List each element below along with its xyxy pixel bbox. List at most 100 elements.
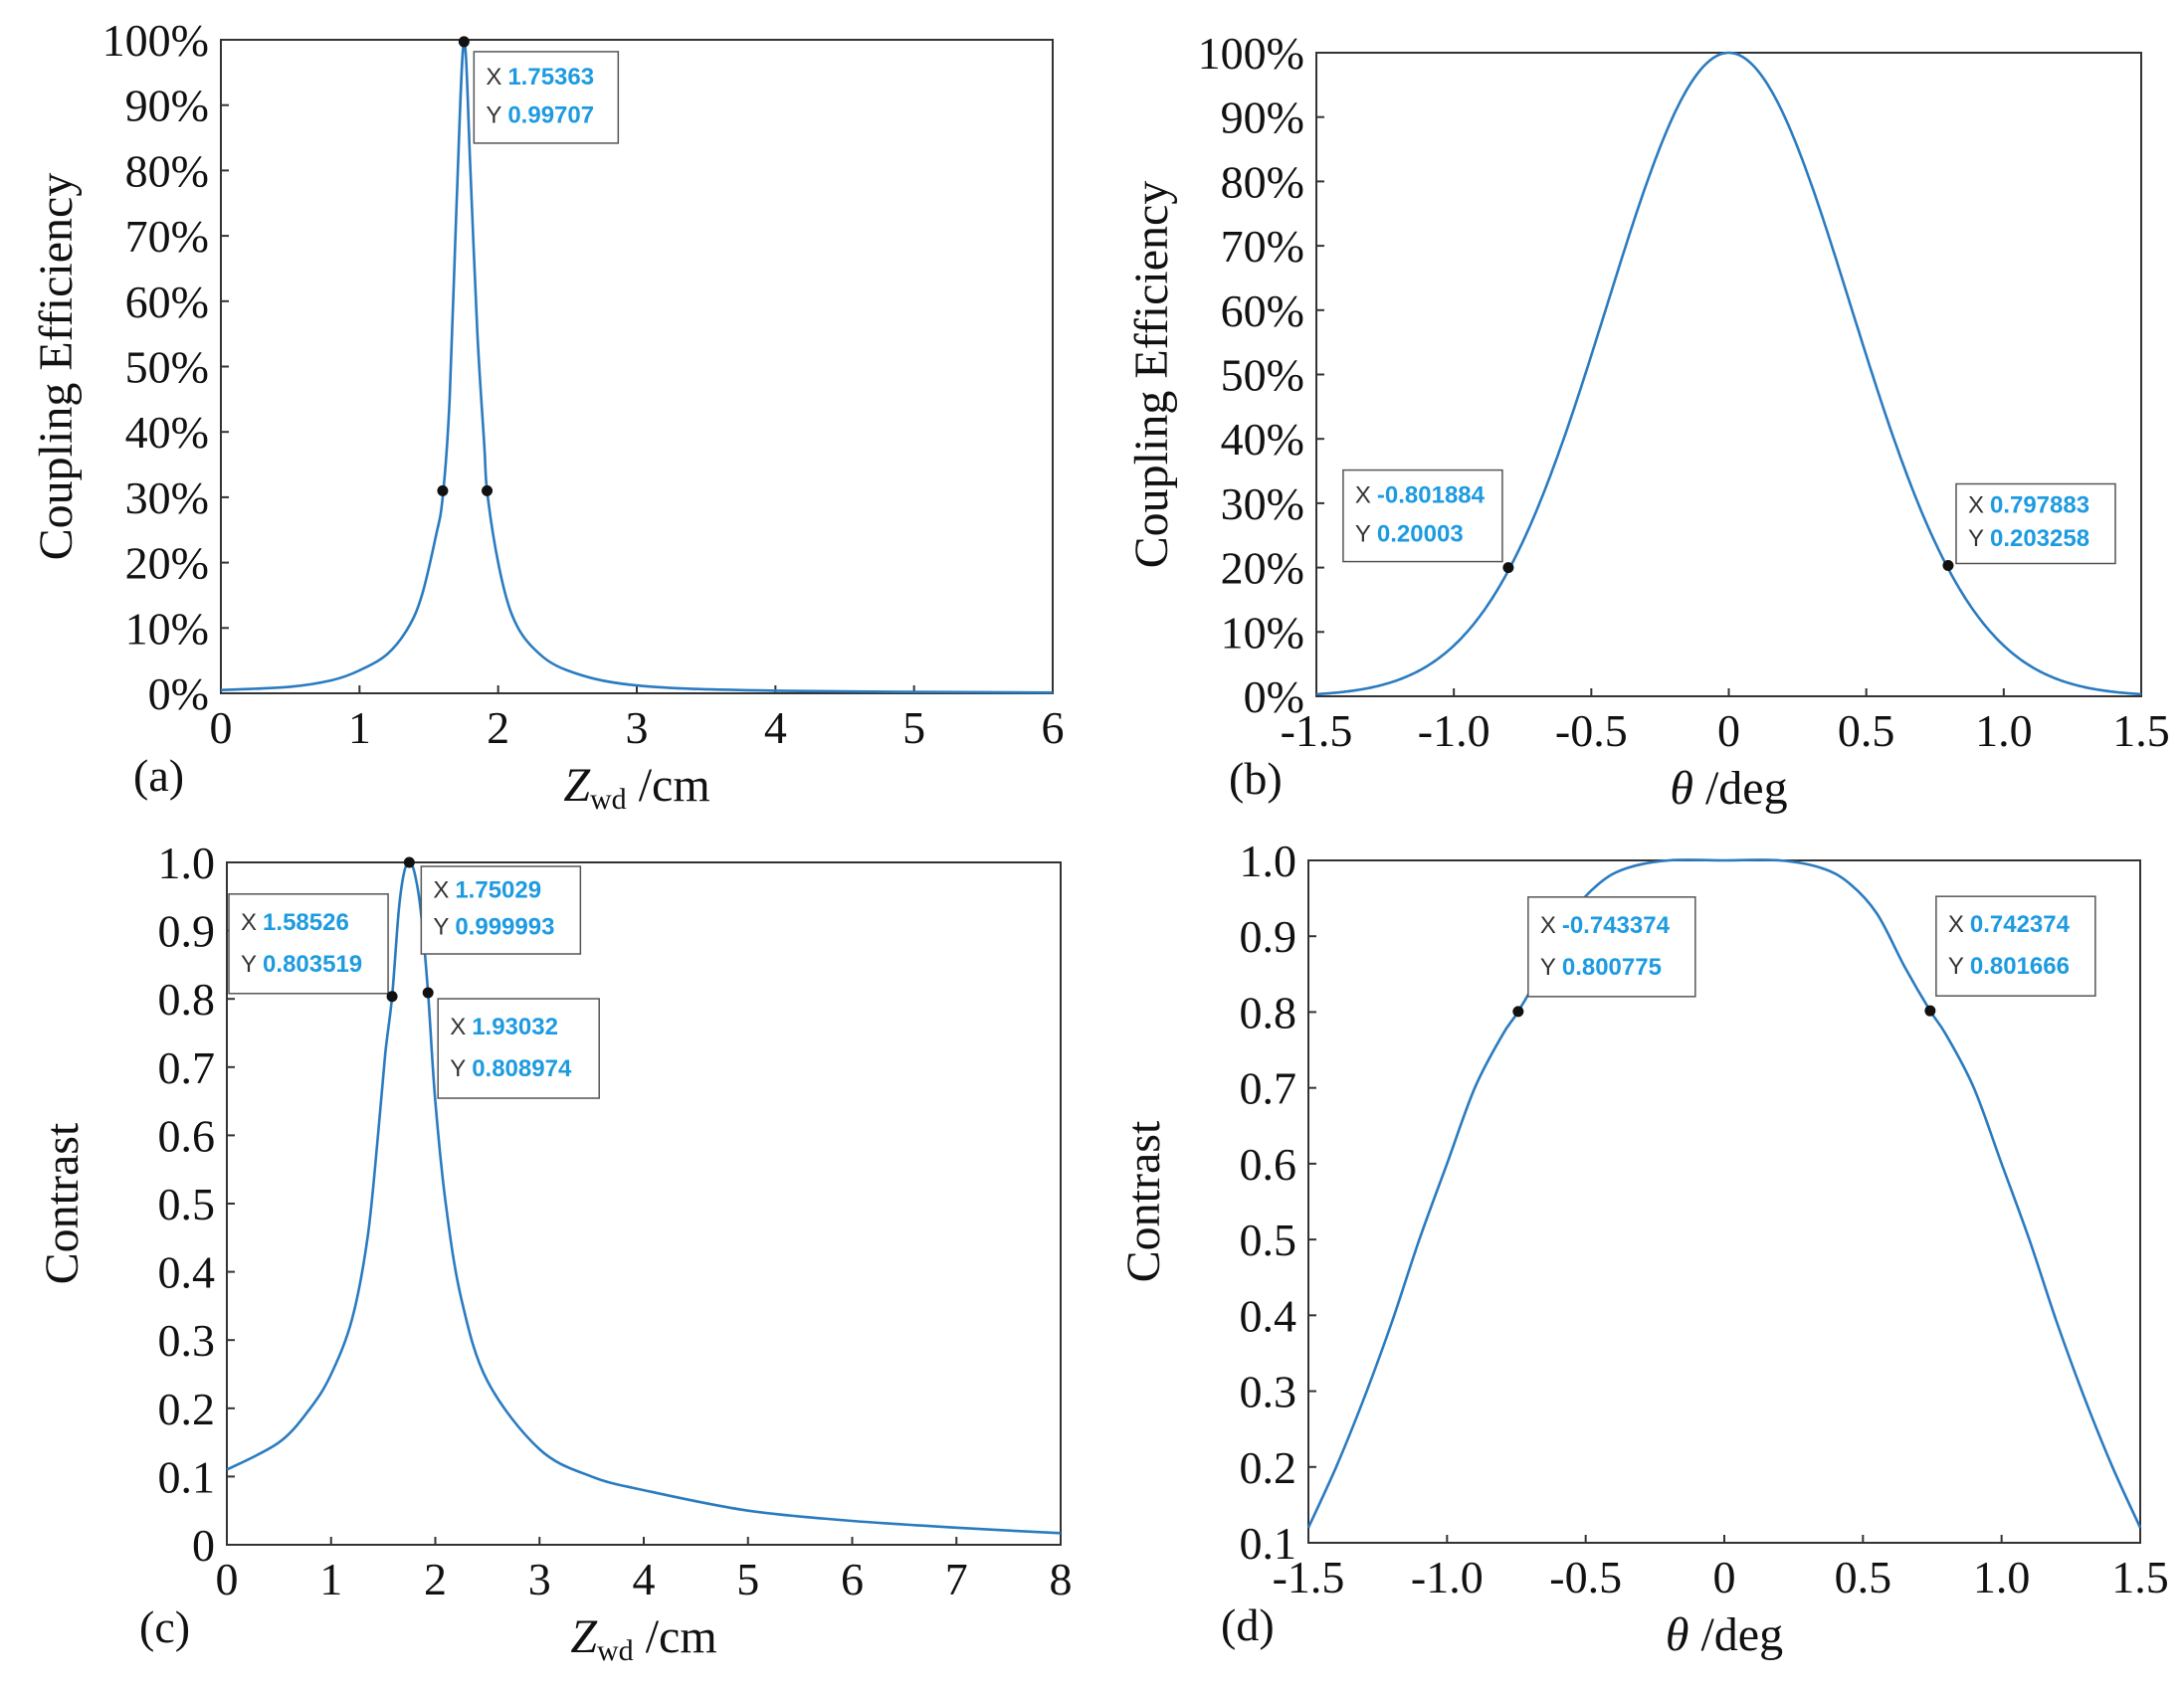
datatip-y-value: 0.801666 [1970,953,2070,980]
y-tick-label: 100% [1198,28,1304,79]
datatip-y-value: 0.203258 [1990,525,2089,552]
y-tick-label: 0.2 [158,1384,216,1434]
y-tick-label: 60% [1221,285,1304,336]
y-axis-label: Contrast [36,1122,89,1284]
data-marker [386,991,398,1003]
datatip-box [1527,896,1696,998]
y-tick-label: 10% [1221,607,1304,658]
y-tick-label: 0.7 [158,1042,216,1093]
data-marker [403,856,415,868]
y-tick-label: 50% [125,342,209,393]
datatip-x-key: X [241,909,257,936]
x-axis-label: θ /deg [1666,1608,1783,1661]
x-tick-label: 6 [841,1554,864,1604]
datatip-x-value: -0.743374 [1562,912,1671,939]
x-tick-label: 8 [1050,1554,1073,1604]
x-axis-label: Zwd /cm [570,1610,716,1667]
x-tick-label: 5 [736,1554,759,1604]
panel-b: -1.5 -1.0 -0.5 0 0.5 1.0 1.5 0% 10% 20% 30% 40% 50% 6… [1125,28,2170,815]
x-tick-label: 0 [1713,1552,1736,1602]
y-tick-label: 90% [125,81,209,131]
data-marker [422,987,434,999]
datatip-box [1955,482,2116,565]
y-tick-label: 20% [125,538,209,589]
y-tick-label: 30% [125,472,209,523]
datatip-y-value: 0.803519 [263,951,362,978]
y-tick-label: 0.1 [1240,1518,1297,1569]
y-tick-label: 80% [125,145,209,196]
datatip-x-key: X [486,64,501,91]
datatip-box [1935,895,2096,997]
x-tick-label: 0 [1717,705,1740,756]
x-tick-label: -1.0 [1411,1552,1484,1602]
x-tick-label: 2 [487,702,509,753]
y-tick-label: 0.3 [158,1315,216,1366]
panel-label: (a) [133,750,184,801]
datatip-x-value: 0.742374 [1970,911,2071,938]
datatip-y-key: Y [1968,525,1984,552]
x-tick-label: -0.5 [1549,1552,1622,1602]
y-tick-label: 10% [125,603,209,654]
x-tick-label: 1 [319,1554,342,1604]
datatip-x-value: 1.93032 [472,1014,558,1040]
y-tick-label: 70% [125,211,209,262]
datatip-y-value: 0.800775 [1562,954,1662,981]
datatip-y-value: 0.20003 [1377,520,1464,547]
y-tick-label: 0.2 [1240,1442,1297,1493]
x-tick-label: 6 [1042,702,1065,753]
x-tick-label: -1.0 [1418,705,1490,756]
series-line [220,40,1054,694]
datatip-x-key: X [1948,911,1964,938]
data-marker [1942,559,1954,571]
series-line [1315,51,2142,696]
datatip-x-key: X [1968,491,1984,518]
datatip-x-value: 1.75363 [507,64,594,91]
panel-label: (d) [1221,1599,1275,1650]
datatip-y-value: 0.99707 [507,102,594,129]
y-tick-label: 20% [1221,543,1304,594]
datatip-y-key: Y [433,914,449,941]
x-axis-label: Zwd /cm [563,759,709,816]
y-tick-label: 90% [1221,93,1304,143]
panel-label: (b) [1229,753,1283,804]
y-tick-label: 0 [192,1520,215,1571]
datatip-y-key: Y [486,102,501,129]
datatip-y-value: 0.808974 [472,1055,572,1082]
datatip-y-key: Y [1355,520,1371,547]
x-tick-label: -1.5 [1273,1552,1345,1602]
x-tick-label: -0.5 [1555,705,1628,756]
y-tick-label: 60% [125,277,209,327]
data-marker [437,484,449,496]
y-tick-label: 100% [102,15,209,66]
y-tick-label: 0% [148,668,209,719]
datatip-x-value: 0.797883 [1990,491,2089,518]
series-line [1306,858,2142,1529]
datatip-x-key: X [1355,482,1371,509]
x-tick-label: 3 [626,702,649,753]
datatip-box [420,865,582,955]
y-tick-label: 0.5 [158,1179,216,1229]
datatip-box [1342,469,1503,563]
x-tick-label: 1.0 [1975,705,2033,756]
y-tick-label: 0% [1244,671,1304,722]
x-tick-label: 0 [210,702,233,753]
y-tick-label: 0.6 [1240,1139,1297,1190]
y-tick-label: 70% [1221,221,1304,272]
data-marker [1924,1005,1936,1017]
y-tick-label: 0.7 [1240,1063,1297,1114]
datatip-x-key: X [433,877,449,904]
datatip-y-value: 0.999993 [455,914,554,941]
y-tick-label: 0.9 [1240,911,1297,962]
datatip-box [228,893,389,995]
plot-frame [1315,52,2142,697]
x-tick-label: 0 [216,1554,239,1604]
x-tick-label: 1.0 [1973,1552,2031,1602]
y-tick-label: 0.4 [1240,1290,1297,1341]
y-tick-label: 0.4 [158,1247,216,1298]
panel-c: 0 1 2 3 4 5 6 7 8 0 0.1 0.2 0.3 0.4 0.5 0.6 0.7 0.8 0.9 1.0… [36,838,1073,1667]
